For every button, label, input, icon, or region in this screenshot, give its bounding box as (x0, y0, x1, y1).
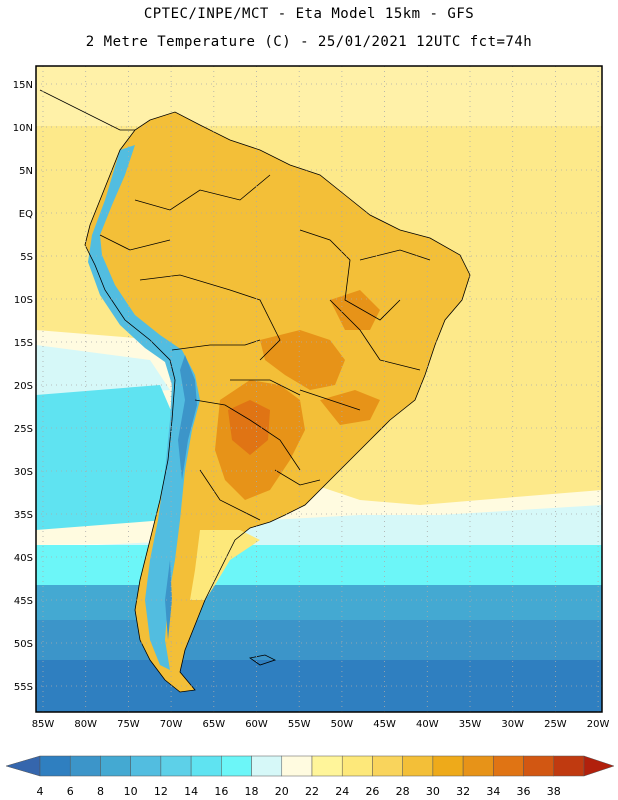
colorbar-label: 32 (456, 785, 470, 798)
colorbar-swatch (251, 755, 283, 777)
lat-label: 5N (19, 166, 33, 177)
ocean-band-blue (36, 620, 602, 660)
colorbar-swatch (462, 755, 494, 777)
colorbar-label: 22 (305, 785, 319, 798)
lon-label: 20W (587, 719, 610, 730)
lat-label: 15N (13, 80, 33, 91)
colorbar-label: 34 (486, 785, 500, 798)
andes-colder-core (165, 355, 197, 640)
ocean-band-cool (36, 345, 602, 548)
colorbar-label: 24 (335, 785, 349, 798)
colorbar-label: 14 (184, 785, 198, 798)
lon-label: 50W (331, 719, 354, 730)
colorbar-swatch (130, 755, 162, 777)
ocean-band-deep-blue (36, 660, 602, 712)
longitude-labels: 85W 80W 75W 70W 65W 60W 55W 50W 45W 40W 35W 30W 25W 2… (32, 719, 610, 730)
colorbar-label: 38 (547, 785, 561, 798)
andes-cold-strip (88, 145, 200, 670)
colorbar-swatch (493, 755, 524, 777)
colorbar-swatch (100, 755, 131, 777)
central-america (39, 89, 135, 131)
lon-label: 30W (501, 719, 524, 730)
brazil-states (299, 229, 431, 411)
colorbar-label: 26 (365, 785, 379, 798)
ocean-band-cyan-west (36, 385, 175, 530)
ocean-band-tropical (36, 66, 602, 126)
colorbar-label: 20 (275, 785, 289, 798)
title-line-2: 2 Metre Temperature (C) - 25/01/2021 12U… (85, 34, 533, 50)
colorbar-label: 18 (245, 785, 259, 798)
lon-label: 75W (117, 719, 140, 730)
colorbar-swatch (39, 755, 71, 777)
colorbar-swatch (221, 755, 252, 777)
lat-label: 5S (20, 252, 33, 263)
colorbar-label: 28 (396, 785, 410, 798)
lat-label: 35S (14, 510, 33, 521)
borders (39, 89, 471, 693)
hot-region-central-brazil (260, 290, 380, 425)
colorbar-label: 8 (97, 785, 104, 798)
colorbar-label: 36 (517, 785, 531, 798)
lat-label: 40S (14, 553, 33, 564)
lat-label: 50S (14, 639, 33, 650)
lon-label: 70W (160, 719, 183, 730)
colorbar-swatch (281, 755, 313, 777)
lon-label: 80W (74, 719, 97, 730)
ocean-band-teal (36, 585, 602, 620)
colorbar (5, 755, 615, 777)
ocean-band-cyan (36, 545, 602, 585)
falklands (249, 654, 277, 666)
colorbar-label: 4 (37, 785, 44, 798)
lon-label: 35W (459, 719, 482, 730)
lon-label: 40W (416, 719, 439, 730)
map-field (36, 66, 602, 712)
lat-label: 10S (14, 295, 33, 306)
lat-label: 30S (14, 467, 33, 478)
map-frame (35, 65, 603, 713)
colorbar-swatch (311, 755, 343, 777)
lat-label: EQ (19, 209, 33, 220)
lon-label: 60W (245, 719, 268, 730)
latitude-labels: 15N 10N 5N EQ 5S 10S 15S 20S 25S 30S 35S 40S 45S 50S 5… (13, 80, 33, 693)
lon-label: 85W (32, 719, 55, 730)
lat-label: 25S (14, 424, 33, 435)
lat-label: 55S (14, 682, 33, 693)
lon-label: 45W (373, 719, 396, 730)
colorbar-swatch (160, 755, 192, 777)
colorbar-high-arrow (583, 755, 615, 777)
hottest-core (228, 400, 270, 455)
colorbar-label: 30 (426, 785, 440, 798)
colorbar-swatch (402, 755, 434, 777)
lon-label: 65W (202, 719, 225, 730)
colorbar-label: 12 (154, 785, 168, 798)
colorbar-swatch (341, 755, 373, 777)
colorbar-label: 16 (214, 785, 228, 798)
title-line-1: CPTEC/INPE/MCT - Eta Model 15km - GFS (143, 6, 475, 22)
colorbar-swatch (69, 755, 101, 777)
colorbar-low-arrow (5, 755, 41, 777)
colorbar-swatch (553, 755, 585, 777)
colorbar-swatch (432, 755, 464, 777)
lat-label: 15S (14, 338, 33, 349)
lat-label: 45S (14, 596, 33, 607)
colorbar-label: 10 (124, 785, 138, 798)
colorbar-swatch (190, 755, 222, 777)
patagonia-mild (190, 530, 260, 600)
lon-label: 25W (544, 719, 567, 730)
country-borders (99, 174, 321, 521)
lat-label: 20S (14, 381, 33, 392)
coastline (84, 111, 471, 693)
lat-label: 10N (13, 123, 33, 134)
lon-label: 55W (288, 719, 311, 730)
colorbar-label: 6 (67, 785, 74, 798)
colorbar-swatch (523, 755, 555, 777)
colorbar-labels: 4 6 8 10 12 14 16 18 20 22 24 26 28 30 32 34 36 38 (37, 785, 561, 798)
colorbar-swatch (372, 755, 403, 777)
